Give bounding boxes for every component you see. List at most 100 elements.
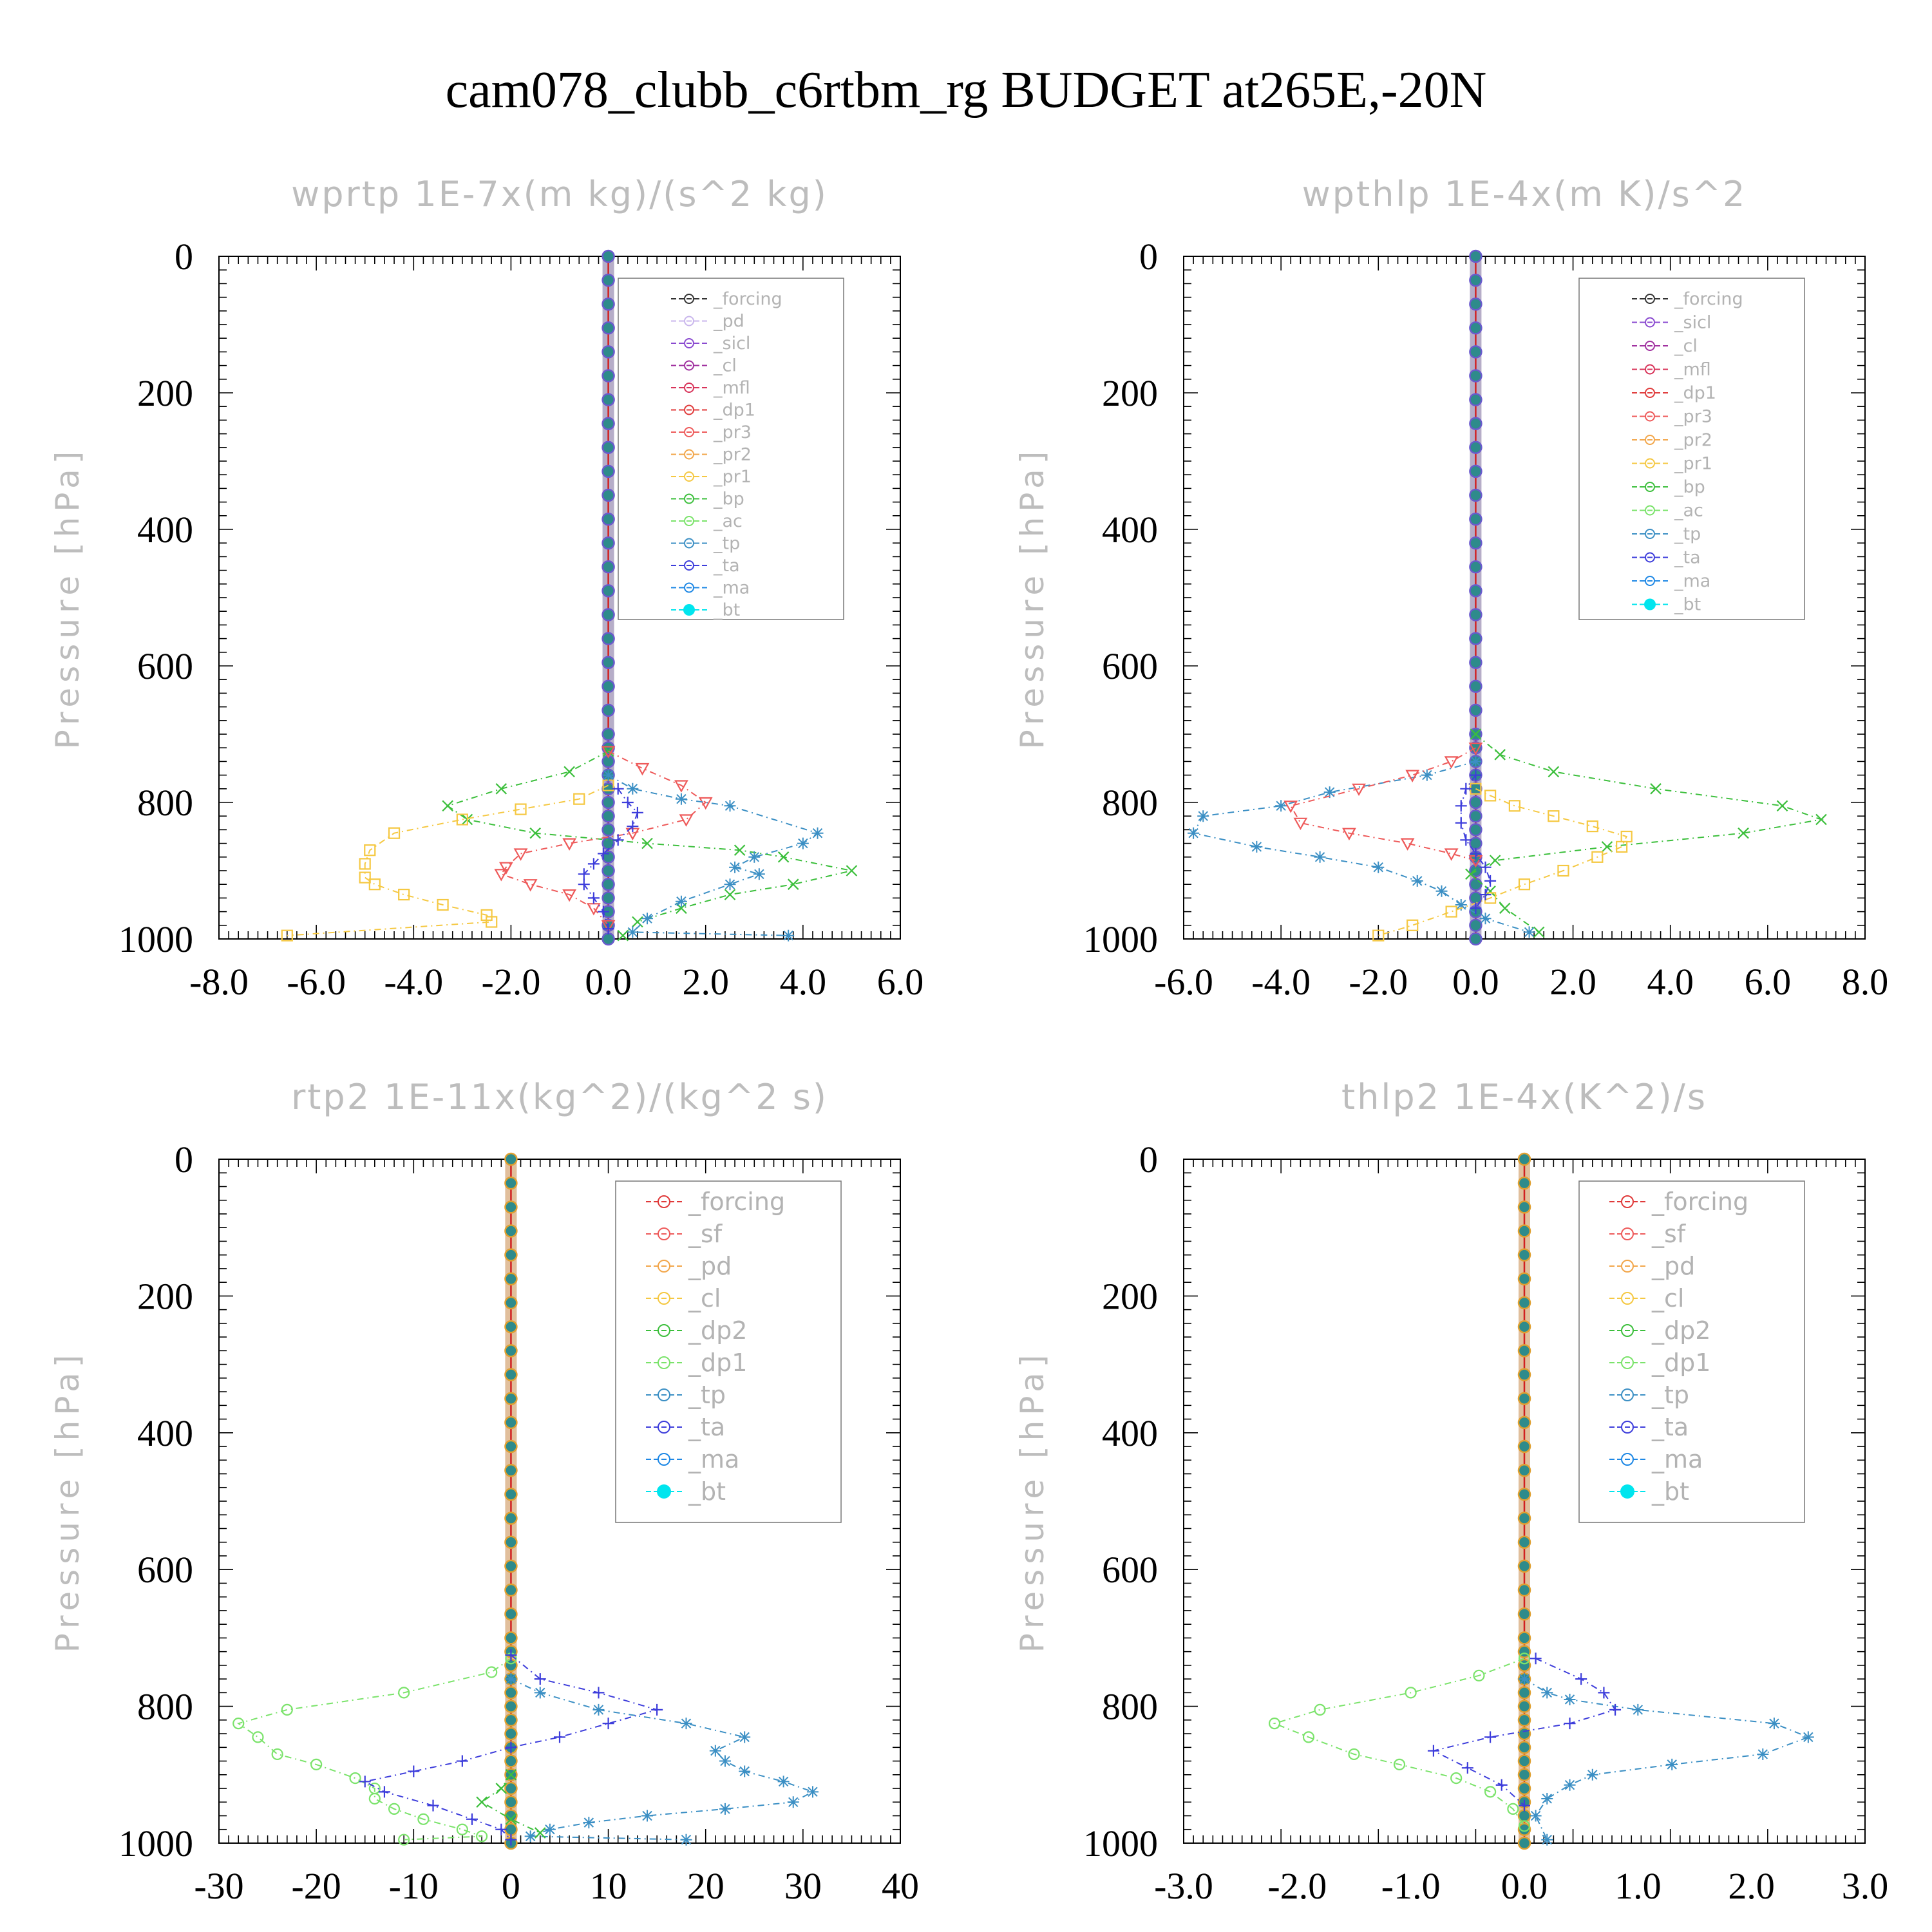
x-tick-label: 20 <box>687 1865 724 1907</box>
series-point <box>1427 1745 1439 1757</box>
zero-marker <box>1517 1224 1531 1238</box>
series-point <box>398 1833 410 1846</box>
legend-label: _pr3 <box>713 422 752 442</box>
legend-marker <box>1621 1227 1634 1240</box>
series-point <box>1455 899 1467 911</box>
legend-marker <box>1644 598 1656 611</box>
series-point <box>724 889 736 900</box>
series-point <box>310 1758 323 1770</box>
series-point <box>631 806 643 819</box>
zero-marker <box>1517 1686 1531 1700</box>
series-point <box>1484 790 1497 802</box>
series-point <box>359 858 371 870</box>
series-ta <box>1455 769 1497 914</box>
legend-marker <box>1645 458 1655 469</box>
series-point <box>1323 786 1336 799</box>
legend-marker <box>684 383 694 393</box>
series-point <box>612 782 624 795</box>
zero-marker <box>601 536 615 550</box>
series-point <box>679 814 694 827</box>
series-point <box>513 848 528 861</box>
series-point <box>1564 1779 1576 1791</box>
legend-marker <box>657 1484 671 1499</box>
legend-marker <box>658 1356 670 1369</box>
legend-label: _ta <box>1674 548 1701 568</box>
x-tick-label: 4.0 <box>1647 961 1694 1003</box>
series-point <box>1495 1779 1508 1791</box>
series-point <box>1523 926 1535 938</box>
series-point <box>734 844 746 856</box>
legend-label: _tp <box>1651 1381 1689 1409</box>
series-point <box>456 1755 468 1767</box>
y-tick-label: 800 <box>1102 1686 1158 1728</box>
legend-label: _bt <box>713 600 740 620</box>
x-tick-label: -30 <box>194 1865 243 1907</box>
series-line <box>236 1658 511 1841</box>
series-point <box>494 869 509 882</box>
series-point <box>1293 817 1308 831</box>
series-point <box>612 834 624 846</box>
series-point <box>1445 905 1457 918</box>
legend-marker <box>1645 552 1655 563</box>
y-tick-label: 0 <box>1139 236 1158 278</box>
series-point <box>1460 782 1472 795</box>
series-point <box>505 1769 517 1781</box>
series-point <box>698 797 713 810</box>
tick-marks <box>218 1159 901 1844</box>
x-tick-label: 2.0 <box>1549 961 1596 1003</box>
zero-marker <box>504 1368 518 1381</box>
legend-marker <box>684 471 694 482</box>
series-point <box>1470 902 1482 914</box>
legend-label: _ta <box>1651 1413 1689 1441</box>
legend-label: _dp1 <box>688 1349 747 1377</box>
zero-marker <box>1517 1823 1531 1837</box>
series-point <box>1494 749 1506 761</box>
series-point <box>1372 929 1385 942</box>
legend-marker <box>658 1453 670 1466</box>
zero-marker <box>1469 932 1482 946</box>
series-point <box>806 1786 819 1798</box>
series-point <box>598 848 610 860</box>
series-point <box>1776 800 1788 812</box>
zero-marker <box>1469 321 1482 335</box>
zero-marker <box>601 321 615 335</box>
legend-marker <box>1645 435 1655 445</box>
zero-marker <box>1517 1176 1531 1190</box>
legend-marker <box>658 1292 670 1305</box>
series-point <box>602 769 614 781</box>
series-ta <box>578 782 643 935</box>
zero-marker <box>601 608 615 621</box>
series-point <box>1484 875 1497 887</box>
zero-marker <box>1517 1713 1531 1727</box>
legend-marker <box>658 1324 670 1337</box>
legend-marker <box>1645 529 1655 539</box>
series-line <box>287 784 609 936</box>
legend-label: _pr3 <box>1674 407 1712 427</box>
zero-marker <box>504 1583 518 1597</box>
x-tick-label: 0.0 <box>1501 1865 1548 1907</box>
y-tick-label: 0 <box>175 236 193 278</box>
zero-marker <box>1469 877 1482 891</box>
series-point <box>1473 1669 1485 1681</box>
zero-marker <box>1469 679 1482 694</box>
zero-marker <box>601 656 615 669</box>
zero-marker <box>1517 1583 1531 1597</box>
series-point <box>1400 838 1415 851</box>
x-tick-label: 0.0 <box>1452 961 1499 1003</box>
zero-profile-stack <box>1469 249 1482 946</box>
zero-marker <box>1517 1439 1531 1454</box>
legend-label: _forcing <box>1674 289 1743 309</box>
figure-title: cam078_clubb_c6rtbm_rg BUDGET at265E,-20… <box>446 62 1487 118</box>
y-tick-label: 600 <box>1102 1549 1158 1591</box>
series-point <box>739 1765 751 1777</box>
legend-marker <box>1621 1356 1634 1369</box>
series-point <box>1479 861 1492 873</box>
series-point <box>437 898 449 911</box>
series-point <box>748 851 761 863</box>
series-point <box>1632 1703 1644 1716</box>
legend-marker <box>684 404 694 415</box>
legend-marker <box>658 1227 670 1240</box>
y-tick-label: 800 <box>1102 782 1158 824</box>
x-tick-label: 8.0 <box>1842 961 1889 1003</box>
series-point <box>1470 728 1482 740</box>
